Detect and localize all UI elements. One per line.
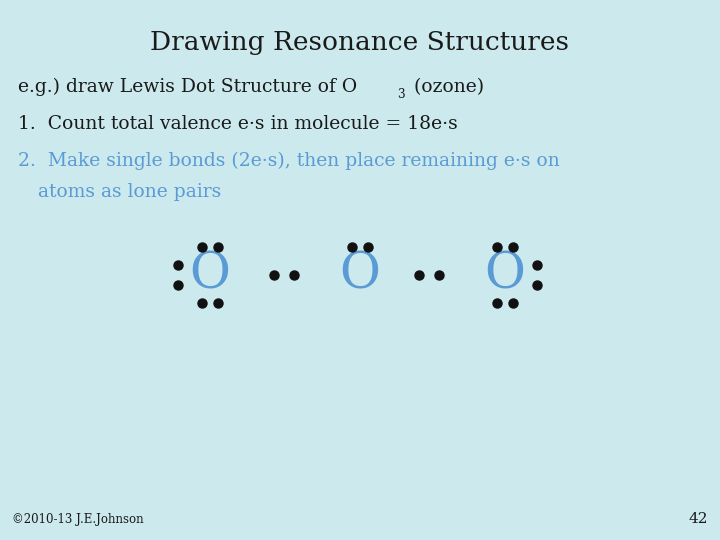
Text: atoms as lone pairs: atoms as lone pairs bbox=[38, 183, 221, 201]
Text: ©2010-13 J.E.Johnson: ©2010-13 J.E.Johnson bbox=[12, 513, 143, 526]
Text: 1.  Count total valence e·s in molecule = 18e·s: 1. Count total valence e·s in molecule =… bbox=[18, 115, 458, 133]
Text: O: O bbox=[485, 250, 526, 300]
Text: O: O bbox=[340, 250, 380, 300]
Text: 3: 3 bbox=[397, 88, 405, 101]
Text: O: O bbox=[189, 250, 230, 300]
Text: e.g.) draw Lewis Dot Structure of O: e.g.) draw Lewis Dot Structure of O bbox=[18, 78, 357, 96]
Text: 2.  Make single bonds (2e·s), then place remaining e·s on: 2. Make single bonds (2e·s), then place … bbox=[18, 152, 559, 170]
Text: 42: 42 bbox=[688, 512, 708, 526]
Text: Drawing Resonance Structures: Drawing Resonance Structures bbox=[150, 30, 570, 55]
Text: (ozone): (ozone) bbox=[408, 78, 484, 96]
